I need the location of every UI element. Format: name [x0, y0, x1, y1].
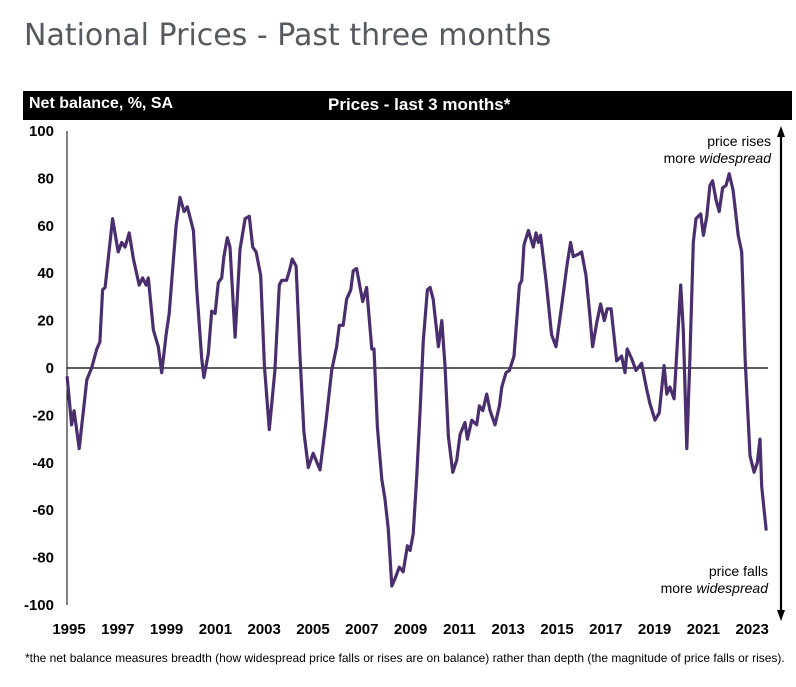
x-tick-label: 2003: [248, 621, 281, 638]
y-axis-unit-label: Net balance, %, SA: [29, 95, 174, 112]
y-tick-label: 80: [37, 170, 54, 187]
x-tick-label: 2005: [296, 621, 329, 638]
y-axis-ticks: 100 80 60 40 20 0 -20 -40 -60 -80 -100: [24, 123, 54, 614]
x-tick-label: 2011: [443, 621, 476, 638]
x-tick-label: 2023: [736, 621, 769, 638]
y-tick-label: -40: [32, 455, 54, 472]
y-tick-label: 60: [37, 218, 54, 235]
arrow-down-icon: [777, 610, 785, 621]
y-tick-label: -60: [32, 502, 54, 519]
y-tick-label: 100: [29, 123, 54, 140]
annotation-bottom-line2: more widespread: [661, 580, 770, 596]
arrow-up-icon: [777, 126, 785, 137]
y-tick-label: -100: [24, 597, 54, 614]
series-line-prices: [65, 172, 768, 588]
x-tick-label: 2009: [394, 621, 427, 638]
x-tick-label: 2015: [540, 621, 573, 638]
x-tick-label: 1997: [101, 621, 134, 638]
x-tick-label: 2001: [199, 621, 232, 638]
chart-title: Prices - last 3 months*: [328, 95, 511, 114]
footnote: *the net balance measures breadth (how w…: [25, 651, 785, 665]
direction-arrow: [777, 126, 785, 621]
x-tick-label: 2021: [687, 621, 720, 638]
x-tick-label: 2019: [638, 621, 671, 638]
y-tick-label: 0: [46, 360, 54, 377]
y-tick-label: -80: [32, 550, 54, 567]
annotation-top-line2: more widespread: [664, 150, 773, 166]
x-tick-label: 1999: [150, 621, 183, 638]
x-tick-label: 2013: [492, 621, 525, 638]
page-title: National Prices - Past three months: [24, 18, 552, 53]
annotation-bottom-line1: price falls: [709, 563, 768, 579]
y-tick-label: 40: [37, 265, 54, 282]
x-axis-ticks: 1995 1997 1999 2001 2003 2005 2007 2009 2011 2013…: [52, 621, 769, 638]
annotation-top-line1: price rises: [707, 133, 771, 149]
y-tick-label: -20: [32, 407, 54, 424]
y-tick-label: 20: [37, 313, 54, 330]
x-tick-label: 2017: [589, 621, 622, 638]
x-tick-label: 1995: [52, 621, 85, 638]
x-tick-label: 2007: [345, 621, 378, 638]
chart-header-bar: Net balance, %, SA Prices - last 3 month…: [23, 91, 792, 120]
